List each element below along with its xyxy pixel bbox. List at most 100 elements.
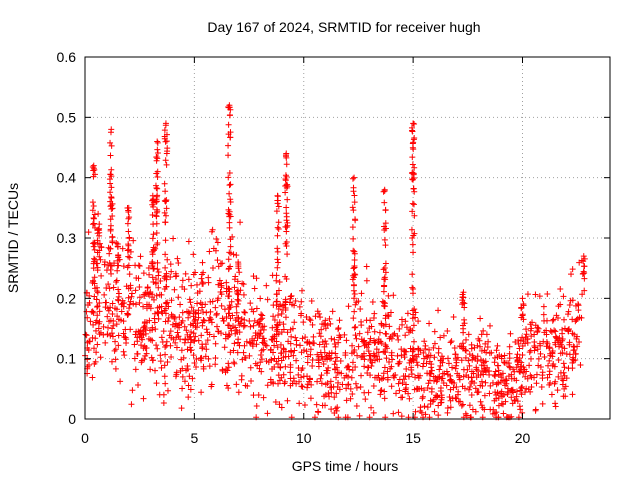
data-point bbox=[299, 365, 306, 372]
data-point bbox=[566, 301, 573, 308]
data-point bbox=[202, 353, 209, 360]
data-point bbox=[444, 355, 451, 362]
data-point bbox=[153, 220, 160, 227]
data-point bbox=[200, 317, 207, 324]
data-point bbox=[519, 312, 526, 319]
data-point bbox=[208, 319, 215, 326]
data-point bbox=[298, 349, 305, 356]
data-point bbox=[363, 277, 370, 284]
data-point bbox=[445, 360, 452, 367]
data-point bbox=[154, 185, 161, 192]
data-point bbox=[351, 324, 358, 331]
data-point bbox=[163, 276, 170, 283]
data-point bbox=[200, 280, 207, 287]
data-point bbox=[142, 326, 149, 333]
data-point bbox=[460, 299, 467, 306]
data-point bbox=[257, 295, 264, 302]
data-point bbox=[498, 390, 505, 397]
data-point bbox=[467, 383, 474, 390]
data-point bbox=[551, 380, 558, 387]
data-point bbox=[114, 296, 121, 303]
data-point bbox=[173, 371, 180, 378]
data-point bbox=[434, 393, 441, 400]
data-point bbox=[408, 371, 415, 378]
data-point bbox=[118, 308, 125, 315]
data-point bbox=[524, 375, 531, 382]
data-point bbox=[226, 219, 233, 226]
data-point bbox=[383, 355, 390, 362]
data-point bbox=[126, 305, 133, 312]
data-point bbox=[124, 264, 131, 271]
data-point bbox=[558, 341, 565, 348]
data-point bbox=[324, 352, 331, 359]
data-point bbox=[155, 315, 162, 322]
data-point bbox=[184, 346, 191, 353]
data-point bbox=[195, 337, 202, 344]
data-point bbox=[381, 223, 388, 230]
data-point bbox=[409, 345, 416, 352]
data-point bbox=[168, 353, 175, 360]
data-point bbox=[398, 413, 405, 420]
data-point bbox=[382, 312, 389, 319]
data-point bbox=[90, 321, 97, 328]
data-point bbox=[200, 308, 207, 315]
y-axis-label: SRMTID / TECUs bbox=[5, 183, 21, 293]
data-point bbox=[258, 368, 265, 375]
data-point bbox=[94, 341, 101, 348]
data-point bbox=[126, 254, 133, 261]
data-point bbox=[236, 342, 243, 349]
data-point bbox=[431, 328, 438, 335]
data-point bbox=[335, 379, 342, 386]
data-point bbox=[381, 283, 388, 290]
data-point bbox=[274, 192, 281, 199]
data-point bbox=[108, 184, 115, 191]
data-point bbox=[284, 329, 291, 336]
data-point bbox=[410, 146, 417, 153]
data-point bbox=[192, 333, 199, 340]
data-point bbox=[240, 281, 247, 288]
data-point bbox=[372, 339, 379, 346]
data-point bbox=[150, 247, 157, 254]
data-point bbox=[352, 271, 359, 278]
data-point bbox=[208, 381, 215, 388]
data-point bbox=[528, 325, 535, 332]
data-point bbox=[127, 282, 134, 289]
data-point bbox=[351, 271, 358, 278]
data-point bbox=[399, 321, 406, 328]
data-point bbox=[226, 332, 233, 339]
data-point bbox=[125, 207, 132, 214]
chart-title: Day 167 of 2024, SRMTID for receiver hug… bbox=[207, 19, 480, 35]
data-point bbox=[361, 363, 368, 370]
data-point bbox=[125, 204, 132, 211]
data-point bbox=[487, 322, 494, 329]
data-point bbox=[512, 339, 519, 346]
data-point bbox=[382, 206, 389, 213]
data-point bbox=[448, 338, 455, 345]
data-point bbox=[292, 297, 299, 304]
data-point bbox=[284, 397, 291, 404]
data-point bbox=[352, 380, 359, 387]
data-point bbox=[126, 271, 133, 278]
data-point bbox=[275, 219, 282, 226]
data-point bbox=[154, 149, 161, 156]
data-point bbox=[178, 356, 185, 363]
data-point bbox=[300, 373, 307, 380]
data-point bbox=[381, 395, 388, 402]
data-point bbox=[274, 264, 281, 271]
data-point bbox=[96, 331, 103, 338]
data-point bbox=[120, 348, 127, 355]
data-point bbox=[136, 294, 143, 301]
data-point bbox=[83, 308, 90, 315]
data-point bbox=[296, 378, 303, 385]
data-point bbox=[225, 360, 232, 367]
data-point bbox=[93, 284, 100, 291]
data-point bbox=[164, 359, 171, 366]
data-point bbox=[117, 378, 124, 385]
data-point bbox=[218, 291, 225, 298]
data-point bbox=[253, 341, 260, 348]
data-point bbox=[162, 318, 169, 325]
data-point bbox=[508, 375, 515, 382]
data-point bbox=[351, 295, 358, 302]
data-point bbox=[227, 198, 234, 205]
data-point bbox=[419, 363, 426, 370]
